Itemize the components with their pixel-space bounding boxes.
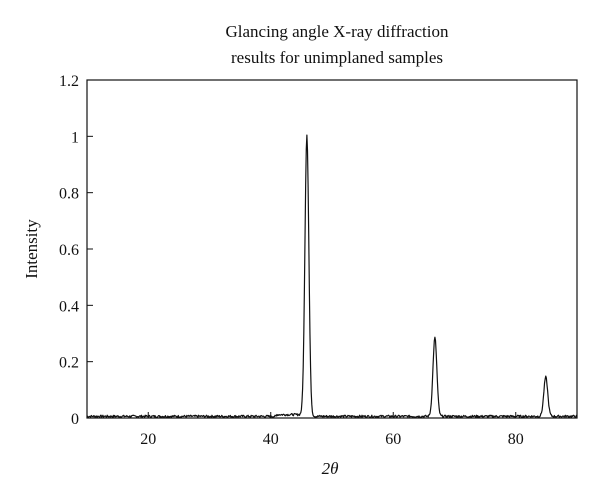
chart-title-line-2: results for unimplaned samples bbox=[231, 48, 443, 67]
plot-frame bbox=[86, 79, 578, 419]
y-tick-label: 0.4 bbox=[59, 298, 79, 315]
x-tick-label: 20 bbox=[140, 431, 156, 448]
x-tick-label: 80 bbox=[508, 431, 524, 448]
y-tick-label: 1 bbox=[71, 129, 79, 146]
x-tick-label: 60 bbox=[385, 431, 401, 448]
y-axis-label: Intensity bbox=[22, 219, 41, 279]
y-tick-label: 0.6 bbox=[59, 242, 79, 259]
series-line bbox=[86, 134, 578, 419]
x-tick-label: 40 bbox=[263, 431, 279, 448]
chart-title-line-1: Glancing angle X-ray diffraction bbox=[226, 22, 449, 41]
y-tick-label: 0 bbox=[71, 411, 79, 428]
x-axis-label: 2θ bbox=[322, 459, 339, 478]
y-axis: 0 0.2 0.4 0.6 0.8 1 1.2 bbox=[59, 73, 93, 428]
chart-title: Glancing angle X-ray diffraction results… bbox=[226, 22, 449, 67]
y-tick-label: 0.2 bbox=[59, 355, 79, 372]
y-tick-label: 0.8 bbox=[59, 186, 79, 203]
y-tick-label: 1.2 bbox=[59, 73, 79, 90]
